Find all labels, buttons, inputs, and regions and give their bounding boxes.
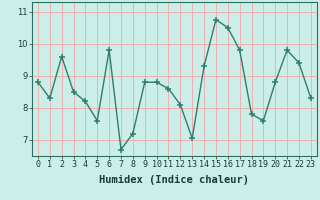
X-axis label: Humidex (Indice chaleur): Humidex (Indice chaleur) [100, 175, 249, 185]
